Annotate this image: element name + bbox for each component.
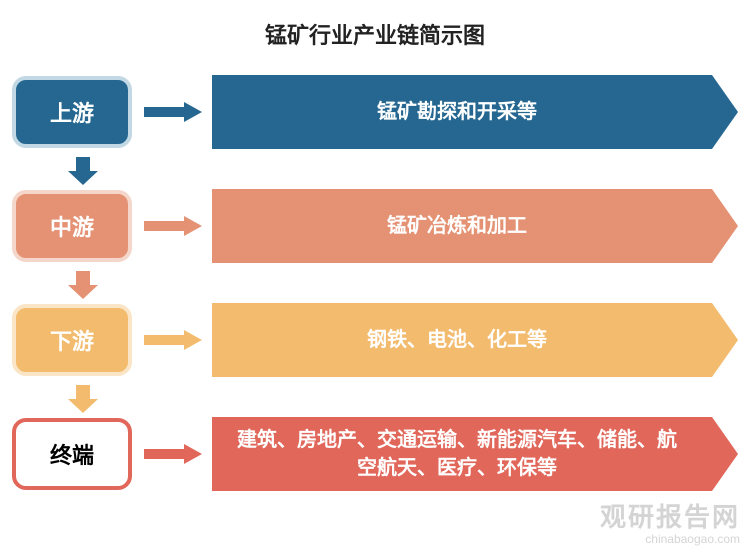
arrow-right-icon [144,444,204,464]
banner-upstream-text: 锰矿勘探和开采等 [377,98,537,126]
stage-midstream-label: 中游 [50,210,94,242]
banner-terminal: 建筑、房地产、交通运输、新能源汽车、储能、航空航天、医疗、环保等 [212,417,712,491]
arrow-right-icon [144,330,204,350]
row-downstream: 下游 钢铁、电池、化工等 [12,303,750,377]
banner-terminal-text: 建筑、房地产、交通运输、新能源汽车、储能、航空航天、医疗、环保等 [232,426,682,482]
diagram-title: 锰矿行业产业链简示图 [0,0,750,75]
chain-container: 上游 锰矿勘探和开采等 中游 锰矿冶炼和加工 下游 钢铁、电池 [0,75,750,491]
arrow-down-icon [68,157,98,185]
banner-midstream: 锰矿冶炼和加工 [212,189,712,263]
banner-upstream: 锰矿勘探和开采等 [212,75,712,149]
stage-midstream-box: 中游 [12,190,132,262]
banner-downstream: 钢铁、电池、化工等 [212,303,712,377]
arrow-right-icon [144,216,204,236]
arrow-down-icon [68,385,98,413]
stage-upstream-label: 上游 [50,96,94,128]
arrow-down-icon [68,271,98,299]
stage-terminal-label: 终端 [50,438,94,470]
watermark-main: 观研报告网 [600,497,740,534]
stage-downstream-label: 下游 [50,324,94,356]
row-midstream: 中游 锰矿冶炼和加工 [12,189,750,263]
stage-upstream-box: 上游 [12,76,132,148]
row-terminal: 终端 建筑、房地产、交通运输、新能源汽车、储能、航空航天、医疗、环保等 [12,417,750,491]
watermark: 观研报告网 chinabaogao.com [600,497,740,546]
stage-terminal-box: 终端 [12,418,132,490]
row-upstream: 上游 锰矿勘探和开采等 [12,75,750,149]
arrow-right-icon [144,102,204,122]
watermark-sub: chinabaogao.com [600,532,740,546]
banner-midstream-text: 锰矿冶炼和加工 [387,212,527,240]
banner-downstream-text: 钢铁、电池、化工等 [367,326,547,354]
stage-downstream-box: 下游 [12,304,132,376]
